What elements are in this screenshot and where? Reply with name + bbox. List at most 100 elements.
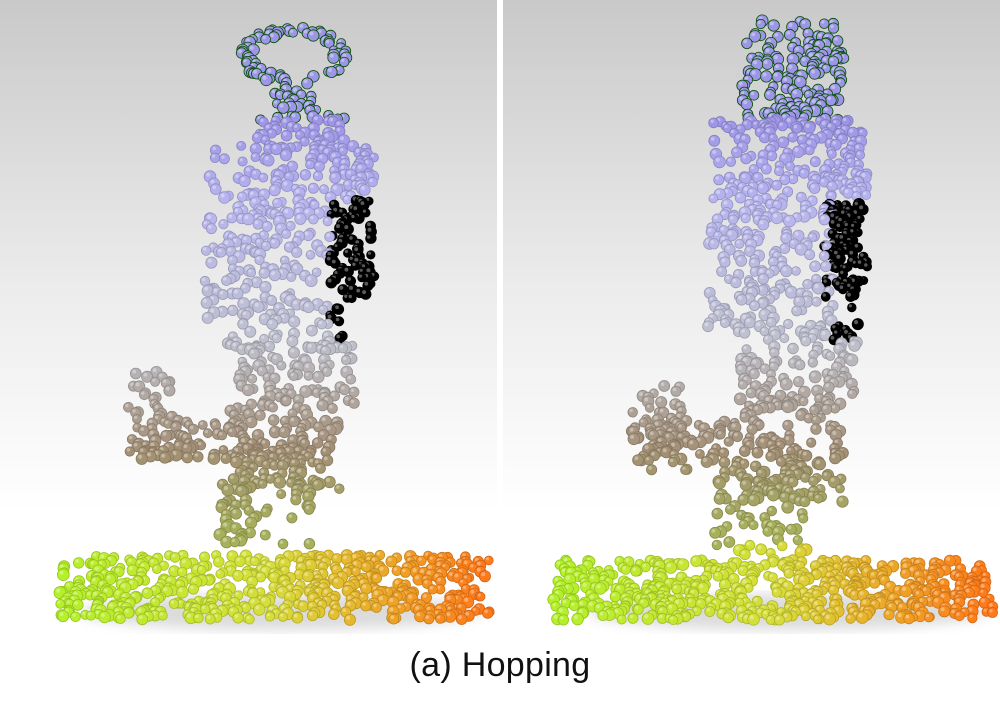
particle-highlight: [817, 101, 822, 106]
particle: [139, 389, 150, 401]
particle-highlight: [442, 564, 446, 568]
particle-highlight: [730, 216, 734, 220]
particle-highlight: [243, 59, 247, 63]
particle-highlight: [275, 171, 279, 176]
particle-highlight: [823, 65, 827, 69]
particle-highlight: [339, 285, 344, 290]
particle: [749, 300, 760, 312]
particle-highlight: [813, 417, 817, 421]
particle-highlight: [223, 277, 227, 281]
particle-highlight: [741, 174, 746, 179]
particle: [236, 140, 247, 151]
particle-highlight: [831, 85, 836, 89]
particle-highlight: [832, 325, 836, 329]
particle-highlight: [783, 477, 788, 482]
particle-highlight: [248, 269, 252, 273]
particle-highlight: [269, 404, 274, 408]
particle-highlight: [759, 268, 764, 273]
particle-highlight: [335, 305, 339, 310]
particle-highlight: [206, 172, 211, 177]
particle: [826, 149, 837, 159]
particle-highlight: [389, 598, 394, 603]
particle-highlight: [267, 475, 271, 479]
particle: [837, 283, 849, 295]
particle-highlight: [262, 561, 266, 565]
particle-highlight: [654, 421, 659, 426]
particle-highlight: [151, 587, 156, 591]
particle-highlight: [787, 288, 792, 293]
particle-highlight: [163, 379, 167, 383]
particle-highlight: [843, 329, 849, 334]
particle-highlight: [462, 585, 467, 590]
particle: [427, 584, 438, 595]
particle-highlight: [277, 449, 281, 454]
particle-highlight: [142, 442, 146, 446]
particle-highlight: [770, 342, 775, 347]
particle: [305, 324, 318, 337]
particle: [348, 397, 360, 409]
particle-highlight: [261, 283, 266, 288]
particle-highlight: [290, 417, 295, 422]
particle-highlight: [253, 69, 257, 74]
particle-highlight: [317, 247, 322, 252]
particle-highlight: [348, 294, 352, 299]
particle: [257, 479, 268, 489]
particle-highlight: [734, 432, 738, 437]
particle-highlight: [222, 537, 227, 543]
particle-highlight: [313, 269, 317, 273]
particle-highlight: [296, 214, 301, 219]
particle-highlight: [714, 232, 719, 236]
particle: [835, 483, 845, 494]
particle-highlight: [857, 215, 861, 219]
particle-highlight: [754, 196, 759, 200]
particle-highlight: [100, 554, 105, 559]
particle-highlight: [848, 304, 852, 308]
particle-highlight: [353, 561, 357, 566]
particle: [779, 243, 791, 255]
particle: [207, 452, 221, 465]
particle-highlight: [784, 421, 789, 426]
particle-highlight: [481, 572, 486, 577]
particle-highlight: [757, 20, 761, 24]
particle-highlight: [319, 584, 324, 588]
particle: [702, 320, 714, 333]
particle-highlight: [217, 248, 222, 253]
particle: [130, 367, 142, 380]
particle-highlight: [352, 554, 357, 559]
particle-highlight: [743, 376, 747, 381]
particle-highlight: [304, 231, 309, 236]
particle-highlight: [232, 342, 237, 347]
particle-highlight: [347, 192, 351, 196]
particle-highlight: [307, 251, 311, 255]
particle-highlight: [294, 197, 299, 201]
particle: [218, 153, 230, 165]
particle: [357, 273, 367, 283]
particle-highlight: [678, 424, 682, 428]
particle-highlight: [315, 588, 319, 593]
particle-highlight: [322, 347, 326, 351]
particle-highlight: [290, 372, 294, 377]
particle: [638, 417, 649, 428]
particle-highlight: [709, 314, 713, 319]
particle-highlight: [347, 277, 352, 281]
particle-highlight: [290, 329, 295, 334]
particle-highlight: [732, 278, 737, 283]
particle: [227, 427, 238, 438]
particle-highlight: [761, 328, 765, 332]
particle-highlight: [671, 400, 676, 405]
particle-highlight: [789, 55, 794, 60]
particle-highlight: [751, 268, 756, 272]
particle: [316, 399, 329, 412]
particle-highlight: [393, 567, 398, 571]
particle: [861, 189, 872, 200]
particle-highlight: [293, 264, 298, 270]
particle-highlight: [245, 410, 250, 415]
particle-highlight: [801, 498, 806, 502]
particle-highlight: [298, 557, 302, 562]
particle: [227, 473, 240, 485]
particle-highlight: [753, 60, 758, 65]
particle: [307, 182, 319, 194]
particle-highlight: [756, 421, 760, 425]
particle: [286, 271, 297, 282]
particle-highlight: [183, 434, 187, 439]
